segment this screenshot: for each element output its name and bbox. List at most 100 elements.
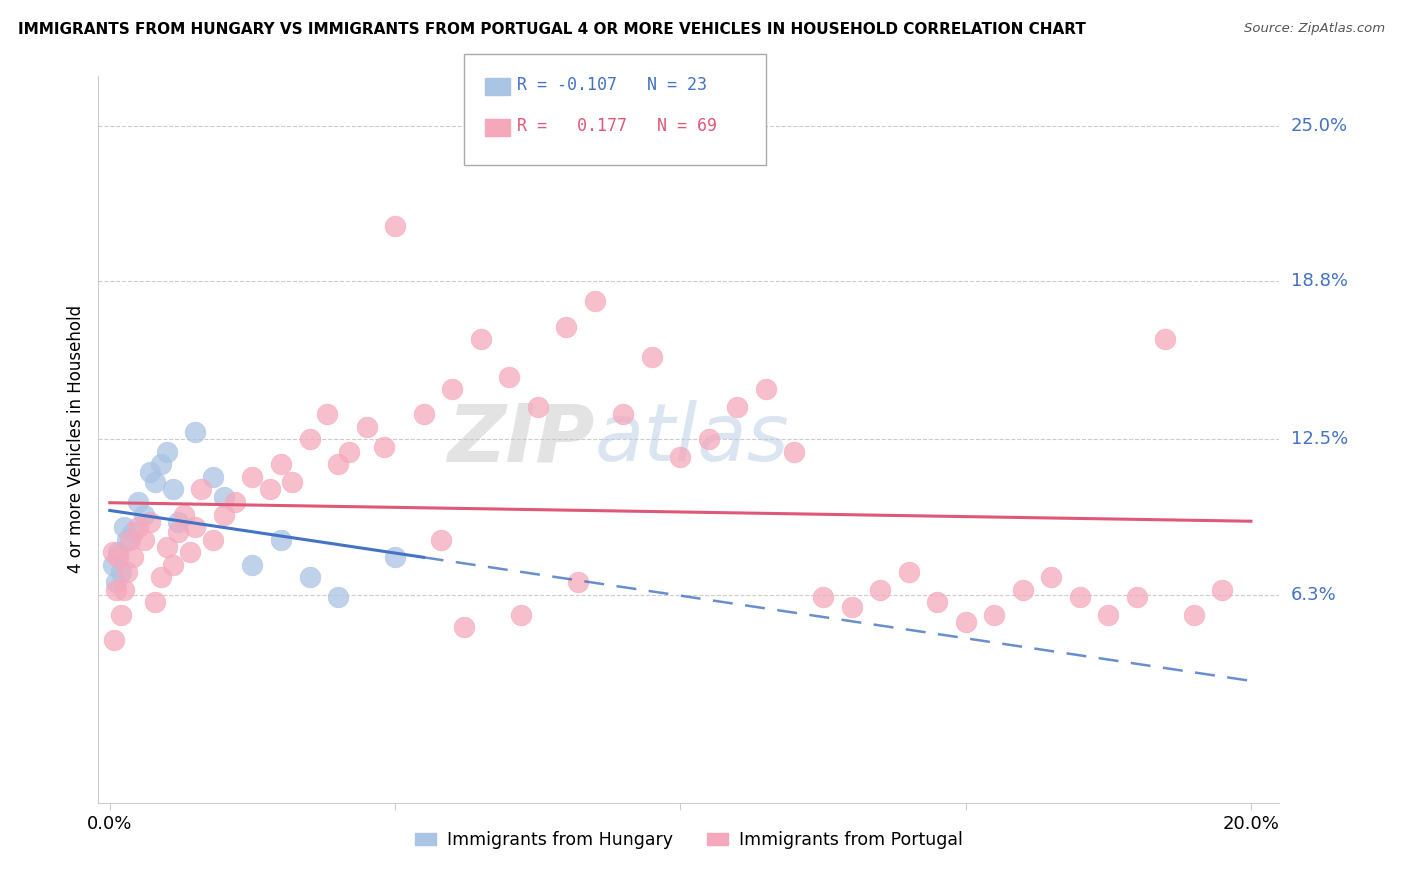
Point [156,540,179,554]
Point [104,582,127,597]
Point [326,458,349,472]
Point [162,558,184,572]
Text: Source: ZipAtlas.com: Source: ZipAtlas.com [1244,22,1385,36]
Point [1011,582,1033,597]
Point [139,515,162,529]
Point [112,520,135,534]
Point [224,495,246,509]
Point [212,490,235,504]
Point [104,575,127,590]
Text: 12.5%: 12.5% [1291,430,1348,449]
Legend: Immigrants from Hungary, Immigrants from Portugal: Immigrants from Hungary, Immigrants from… [409,824,969,856]
Point [259,483,281,497]
Point [201,533,224,547]
Point [811,591,834,605]
Point [270,533,292,547]
Point [1211,582,1233,597]
Point [298,570,321,584]
Point [145,475,167,489]
Point [110,607,132,622]
Point [869,582,891,597]
Point [1069,591,1091,605]
Point [927,595,949,609]
Point [132,508,155,522]
Text: R = -0.107   N = 23: R = -0.107 N = 23 [517,76,707,94]
Point [441,382,464,396]
Point [201,470,224,484]
Y-axis label: 4 or more Vehicles in Household: 4 or more Vehicles in Household [67,305,86,574]
Point [101,558,124,572]
Text: atlas: atlas [595,401,789,478]
Point [1126,591,1149,605]
Point [356,419,378,434]
Point [167,515,190,529]
Point [373,440,395,454]
Text: ZIP: ZIP [447,401,595,478]
Point [107,545,129,559]
Point [115,533,138,547]
Point [118,533,141,547]
Point [107,550,129,565]
Point [139,465,162,479]
Point [384,550,406,565]
Point [173,508,195,522]
Point [453,620,475,634]
Point [156,445,179,459]
Point [242,558,264,572]
Point [127,520,149,534]
Text: 18.8%: 18.8% [1291,272,1347,291]
Point [127,495,149,509]
Point [281,475,304,489]
Point [270,458,292,472]
Point [179,545,201,559]
Point [697,433,720,447]
Point [470,332,492,346]
Point [103,632,125,647]
Point [190,483,212,497]
Point [755,382,778,396]
Point [384,219,406,234]
Text: 6.3%: 6.3% [1291,586,1336,604]
Point [298,433,321,447]
Point [555,319,578,334]
Point [242,470,264,484]
Point [115,565,138,579]
Text: IMMIGRANTS FROM HUNGARY VS IMMIGRANTS FROM PORTUGAL 4 OR MORE VEHICLES IN HOUSEH: IMMIGRANTS FROM HUNGARY VS IMMIGRANTS FR… [18,22,1087,37]
Point [1040,570,1063,584]
Point [326,591,349,605]
Point [212,508,235,522]
Point [412,407,434,421]
Point [1182,607,1205,622]
Point [162,483,184,497]
Point [1097,607,1119,622]
Point [612,407,634,421]
Point [669,450,692,464]
Point [641,350,664,364]
Point [112,582,135,597]
Text: R =   0.177   N = 69: R = 0.177 N = 69 [517,117,717,135]
Point [955,615,977,630]
Point [526,400,548,414]
Point [110,565,132,579]
Point [583,294,606,309]
Point [121,550,143,565]
Point [509,607,531,622]
Point [897,565,920,579]
Point [339,445,361,459]
Point [725,400,748,414]
Point [132,533,155,547]
Point [315,407,337,421]
Point [567,575,589,590]
Point [101,545,124,559]
Point [150,458,173,472]
Point [150,570,173,584]
Text: 25.0%: 25.0% [1291,117,1348,135]
Point [983,607,1005,622]
Point [184,425,207,439]
Point [783,445,806,459]
Point [145,595,167,609]
Point [167,524,190,539]
Point [1154,332,1177,346]
Point [429,533,451,547]
Point [498,369,520,384]
